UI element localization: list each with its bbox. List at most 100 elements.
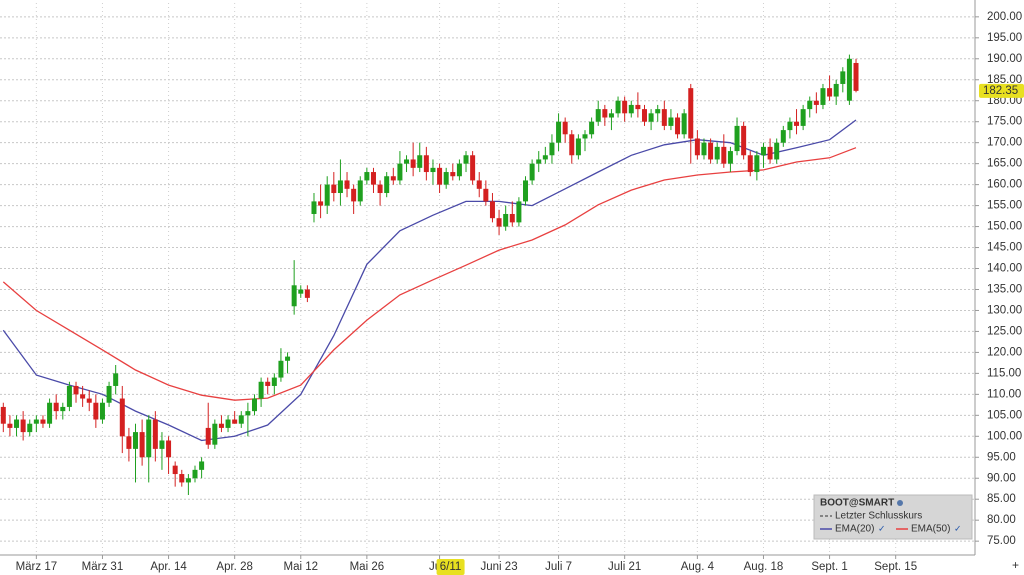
candle-body [291, 285, 297, 307]
candle-body [794, 121, 800, 126]
candle-body [99, 402, 105, 420]
candle-body [311, 201, 317, 214]
y-tick-label: 160.00 [987, 179, 1022, 191]
candle-body [476, 180, 482, 189]
candle-body [595, 109, 601, 122]
candle-body [556, 121, 562, 143]
legend-box [813, 494, 973, 540]
candle-body [304, 289, 310, 298]
candle-body [562, 121, 568, 135]
candle-body [212, 423, 218, 445]
candle-body [727, 151, 733, 164]
candle-body [701, 142, 707, 156]
zoom-icon[interactable]: + [1012, 558, 1019, 572]
candle-body [73, 385, 79, 395]
candle-body [417, 155, 423, 168]
candle-body [404, 159, 410, 164]
candle-body [569, 134, 575, 156]
candle-body [238, 415, 244, 424]
candle-body [503, 213, 509, 227]
candle-body [628, 104, 634, 114]
candle-body [714, 146, 720, 160]
candle-body [397, 163, 403, 181]
candle-body [390, 176, 396, 181]
candle-body [357, 180, 363, 202]
candle-body [113, 373, 119, 386]
candle-body [470, 155, 476, 181]
candle-body [265, 381, 271, 386]
x-tick-label: Aug. 4 [681, 561, 715, 573]
legend-check: ✓ [954, 523, 962, 533]
candle-body [86, 398, 92, 403]
ema-line [2, 147, 857, 401]
legend-check: ✓ [878, 523, 886, 533]
candle-body [681, 113, 687, 135]
candle-body [430, 167, 436, 173]
candle-body [463, 155, 469, 164]
candle-body [641, 109, 647, 122]
candle-body [483, 188, 489, 202]
y-tick-label: 140.00 [987, 263, 1022, 275]
candle-body [370, 172, 376, 185]
candle-body [337, 180, 343, 194]
legend-label: EMA(50) [911, 524, 950, 535]
x-tick-label: Juni 23 [481, 561, 518, 573]
candle-body [820, 88, 826, 105]
candle-body [443, 172, 449, 185]
y-tick-label: 100.00 [987, 430, 1022, 442]
candle-body [106, 385, 112, 403]
x-tick-label: März 31 [82, 561, 124, 573]
candle-body [721, 146, 727, 164]
candle-body [774, 142, 780, 160]
candle-body [846, 58, 852, 101]
candle-body [192, 469, 198, 479]
candle-body [635, 104, 641, 110]
candle-body [377, 184, 383, 194]
x-tick-label: Sept. 15 [874, 561, 917, 573]
candle-body [7, 423, 13, 428]
candle-body [807, 100, 813, 110]
candle-body [60, 406, 66, 412]
candle-body [351, 188, 357, 202]
candle-body [218, 423, 224, 428]
candle-body [271, 377, 277, 386]
candle-body [80, 394, 86, 399]
x-tick-label: Juli 21 [608, 561, 641, 573]
candle-body [410, 159, 416, 168]
last-close-marker [979, 83, 1024, 98]
candle-body [542, 155, 548, 160]
candle-body [622, 100, 628, 114]
candle-body [245, 411, 251, 416]
y-tick-label: 90.00 [987, 472, 1016, 484]
candle-body [364, 172, 370, 181]
y-tick-label: 115.00 [987, 367, 1021, 379]
candle-body [582, 134, 588, 139]
x-tick-label: Apr. 14 [150, 561, 187, 573]
candle-body [199, 461, 205, 470]
candle-body [318, 201, 324, 206]
candle-body [258, 381, 264, 399]
candle-body [146, 419, 152, 458]
y-tick-label: 165.00 [987, 158, 1022, 170]
candle-body [648, 113, 654, 122]
y-tick-label: 170.00 [987, 137, 1022, 149]
candle-body [53, 402, 59, 412]
candle-body [833, 83, 839, 97]
y-tick-label: 130.00 [987, 304, 1022, 316]
candle-body [66, 385, 72, 407]
candle-body [602, 109, 608, 118]
candle-body [787, 121, 793, 131]
candle-body [133, 432, 139, 449]
x-tick-label: Juli 7 [545, 561, 572, 573]
candle-body [172, 465, 178, 475]
candle-body [278, 360, 284, 378]
candle-body [456, 163, 462, 177]
candle-body [523, 180, 529, 202]
candle-body [324, 184, 330, 206]
ema-line [2, 119, 857, 442]
candle-body [575, 138, 581, 156]
candle-body [760, 146, 766, 156]
legend-label: Letzter Schlusskurs [835, 511, 922, 522]
